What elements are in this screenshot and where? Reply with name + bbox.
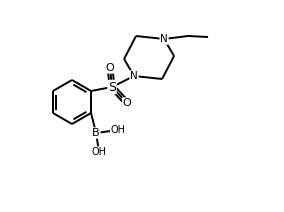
- Text: OH: OH: [91, 147, 106, 157]
- Text: N: N: [130, 71, 138, 81]
- Text: O: O: [123, 98, 131, 108]
- Text: N: N: [160, 34, 168, 44]
- Text: O: O: [106, 63, 114, 73]
- Text: OH: OH: [110, 125, 126, 135]
- Text: S: S: [108, 81, 116, 93]
- Text: B: B: [92, 128, 100, 138]
